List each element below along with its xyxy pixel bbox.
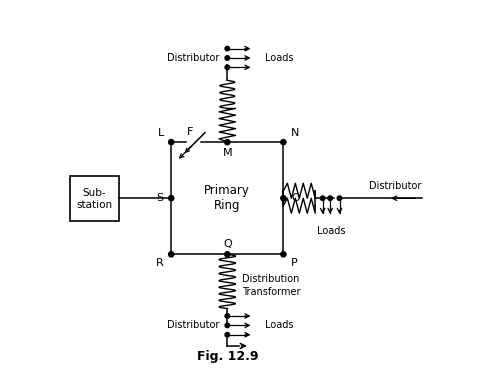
- Circle shape: [169, 252, 174, 257]
- Circle shape: [225, 56, 230, 60]
- Text: Transformer: Transformer: [242, 287, 301, 297]
- Circle shape: [225, 323, 230, 328]
- Text: Sub-: Sub-: [83, 188, 106, 197]
- Text: R: R: [156, 258, 164, 268]
- Text: N: N: [291, 128, 299, 138]
- Text: M: M: [222, 148, 232, 158]
- Circle shape: [225, 140, 230, 145]
- Circle shape: [281, 196, 286, 201]
- Circle shape: [281, 252, 286, 257]
- Text: Loads: Loads: [265, 321, 293, 330]
- Text: S: S: [156, 193, 164, 203]
- Circle shape: [169, 196, 174, 201]
- Text: O: O: [291, 193, 300, 203]
- Circle shape: [225, 252, 230, 257]
- Bar: [70, 176, 119, 221]
- Text: Loads: Loads: [317, 226, 345, 236]
- Text: station: station: [76, 200, 113, 210]
- Text: F: F: [187, 126, 194, 137]
- Circle shape: [328, 196, 333, 200]
- Circle shape: [281, 140, 286, 145]
- Text: Distributor: Distributor: [369, 181, 422, 191]
- Circle shape: [225, 314, 230, 318]
- Text: Distribution: Distribution: [242, 274, 300, 283]
- Text: Loads: Loads: [265, 53, 293, 63]
- Circle shape: [169, 140, 174, 145]
- Text: Q: Q: [223, 239, 232, 249]
- Circle shape: [225, 332, 230, 337]
- Text: P: P: [291, 258, 298, 268]
- Text: Fig. 12.9: Fig. 12.9: [196, 350, 258, 363]
- Circle shape: [337, 196, 342, 200]
- Text: Distributor: Distributor: [167, 321, 220, 330]
- Circle shape: [320, 196, 325, 200]
- Text: Distributor: Distributor: [167, 53, 220, 63]
- Circle shape: [225, 65, 230, 70]
- Text: Primary
Ring: Primary Ring: [204, 184, 250, 212]
- Text: L: L: [157, 128, 164, 138]
- Circle shape: [225, 46, 230, 51]
